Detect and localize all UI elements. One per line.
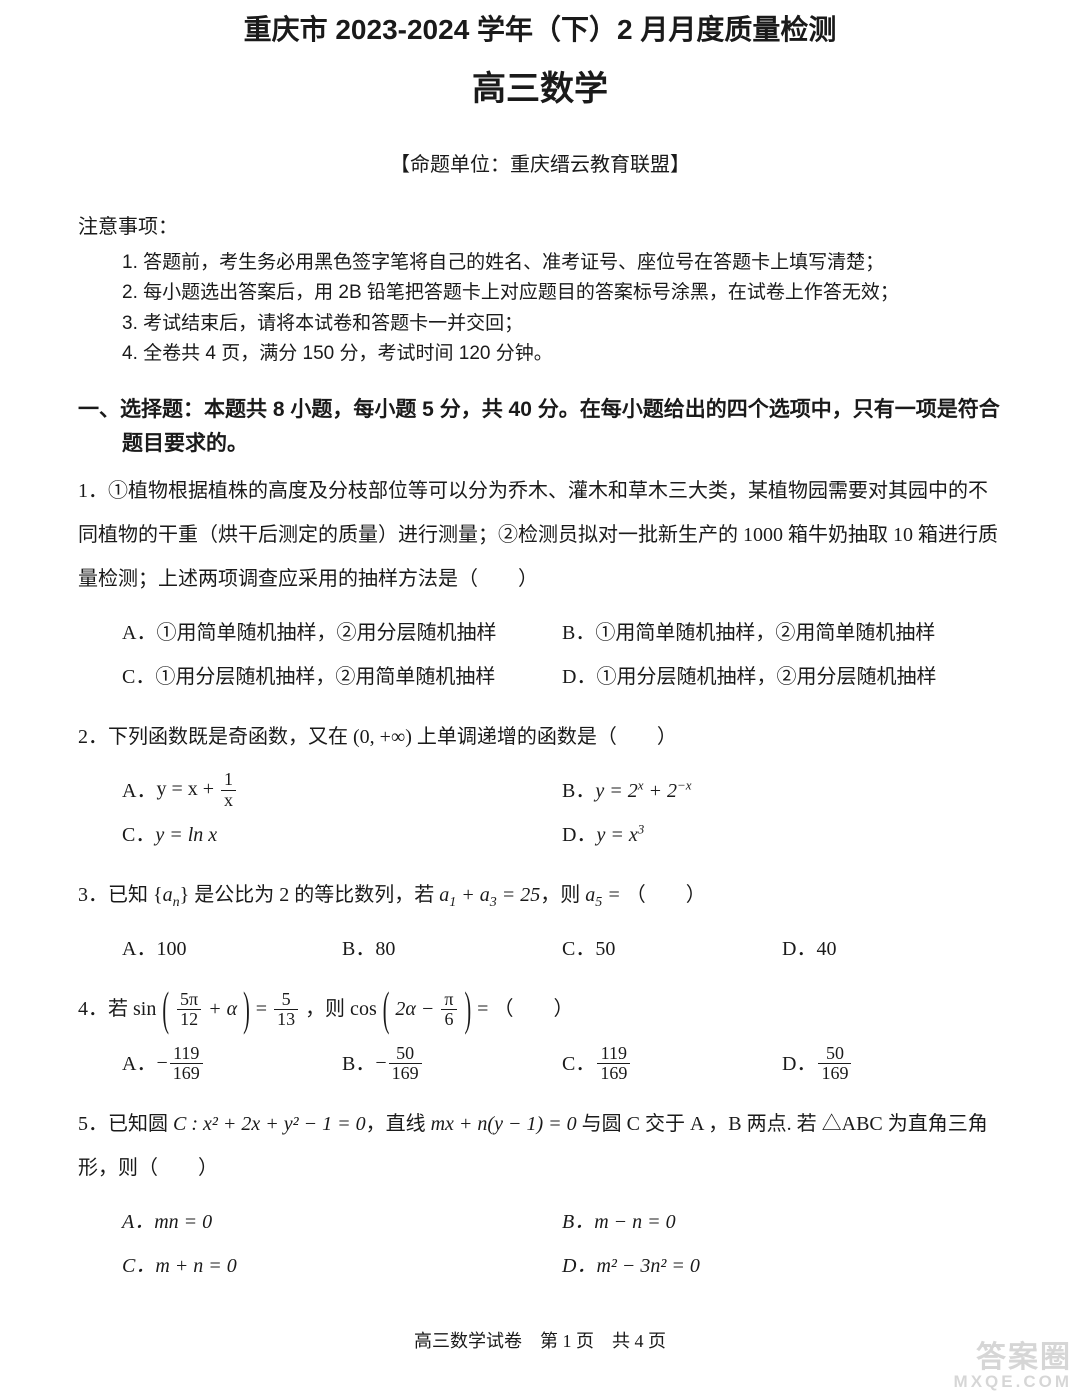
question-4-text: 4．若 sin ( 5π12 + α ) = 513 ，则 cos ( 2α −… — [78, 987, 1002, 1032]
label: B． — [562, 772, 595, 810]
formula: y = 2x + 2−x — [595, 772, 691, 810]
q4-frac2: 513 — [274, 990, 298, 1031]
q3-an: an — [163, 884, 180, 906]
option-b: B．80 — [342, 927, 562, 971]
q4-frac1: 5π12 — [177, 990, 201, 1031]
paren-l: ( — [162, 957, 169, 1063]
q2-pre: 2．下列函数既是奇函数，又在 — [78, 726, 353, 748]
option-d: D．40 — [782, 927, 1002, 971]
paren-r: ) — [243, 957, 250, 1063]
option-d: D．m² − 3n² = 0 — [562, 1244, 1002, 1288]
option-b: B．①用简单随机抽样，②用简单随机抽样 — [562, 611, 1002, 655]
option-a: A．mn = 0 — [122, 1200, 562, 1244]
paren-r: ) — [465, 957, 472, 1063]
option-c: C． y = ln x — [122, 813, 562, 857]
question-4-options: A． −119169 B． −50169 C． 119169 D． 50169 — [78, 1042, 1002, 1086]
q2-post: 上单调递增的函数是（ ） — [412, 726, 677, 748]
q4-post: = （ ） — [477, 998, 573, 1020]
q5-line: mx + n(y − 1) = 0 — [431, 1113, 577, 1135]
q3-mid2: ，则 — [540, 884, 585, 906]
q3-post: （ ） — [626, 884, 706, 906]
q4-mid1: + α — [208, 998, 237, 1020]
option-b: B． −50169 — [342, 1042, 562, 1086]
q4-mid2: ，则 cos — [305, 998, 377, 1020]
label: C． — [122, 816, 155, 854]
question-2-text: 2．下列函数既是奇函数，又在 (0, +∞) 上单调递增的函数是（ ） — [78, 715, 1002, 759]
notice-item: 1. 答题前，考生务必用黑色签字笔将自己的姓名、准考证号、座位号在答题卡上填写清… — [122, 248, 1002, 278]
notice-item: 4. 全卷共 4 页，满分 150 分，考试时间 120 分钟。 — [122, 339, 1002, 369]
q5-mid1: ，直线 — [366, 1113, 431, 1135]
q4-pre: 4．若 sin — [78, 998, 156, 1020]
notice-title: 注意事项： — [78, 208, 1002, 246]
question-1-options: A．①用简单随机抽样，②用分层随机抽样 B．①用简单随机抽样，②用简单随机抽样 … — [78, 611, 1002, 699]
question-2-options: A． y = x + 1x B． y = 2x + 2−x C． y = ln … — [78, 769, 1002, 857]
option-b: B． y = 2x + 2−x — [562, 769, 1002, 813]
formula: 119169 — [595, 1044, 632, 1085]
question-3-options: A．100 B．80 C．50 D．40 — [78, 927, 1002, 971]
q2-interval: (0, +∞) — [353, 726, 412, 748]
option-a: A．①用简单随机抽样，②用分层随机抽样 — [122, 611, 562, 655]
formula: y = x + 1x — [156, 770, 238, 811]
page-footer: 高三数学试卷 第 1 页 共 4 页 — [78, 1324, 1002, 1358]
q5-pre: 5．已知圆 — [78, 1113, 173, 1135]
source-unit: 【命题单位：重庆缙云教育联盟】 — [78, 146, 1002, 184]
formula: y = ln x — [155, 816, 217, 854]
option-a: A． y = x + 1x — [122, 769, 562, 813]
notice-item: 3. 考试结束后，请将本试卷和答题卡一并交回； — [122, 309, 1002, 339]
label: B． — [342, 1045, 375, 1083]
question-5-text: 5．已知圆 C : x² + 2x + y² − 1 = 0，直线 mx + n… — [78, 1102, 1002, 1190]
watermark-line2: MXQE.COM — [954, 1373, 1072, 1390]
exam-header-line1: 重庆市 2023-2024 学年（下）2 月月度质量检测 — [78, 10, 1002, 49]
section-1-title: 一、选择题：本题共 8 小题，每小题 5 分，共 40 分。在每小题给出的四个选… — [122, 393, 1002, 460]
label: D． — [782, 1045, 816, 1083]
label: A． — [122, 772, 156, 810]
formula: y = x3 — [596, 816, 644, 854]
q4-inner: 2α − — [395, 998, 439, 1020]
option-d: D． 50169 — [782, 1042, 1002, 1086]
q3-eq1: a1 + a3 = 25 — [439, 884, 540, 906]
option-d: D．①用分层随机抽样，②用分层随机抽样 — [562, 655, 1002, 699]
formula: 50169 — [816, 1044, 853, 1085]
notice-list: 1. 答题前，考生务必用黑色签字笔将自己的姓名、准考证号、座位号在答题卡上填写清… — [78, 248, 1002, 370]
label: D． — [562, 816, 596, 854]
paren-l: ( — [383, 957, 390, 1063]
option-a: A． −119169 — [122, 1042, 342, 1086]
q4-eq: = — [256, 998, 272, 1020]
option-b: B．m − n = 0 — [562, 1200, 1002, 1244]
question-1-text: 1．①植物根据植株的高度及分枝部位等可以分为乔木、灌木和草木三大类，某植物园需要… — [78, 469, 1002, 601]
notice-item: 2. 每小题选出答案后，用 2B 铅笔把答题卡上对应题目的答案标号涂黑，在试卷上… — [122, 278, 1002, 308]
q3-pre: 3．已知 { — [78, 884, 163, 906]
option-c: C．m + n = 0 — [122, 1244, 562, 1288]
q3-eq2: a5 = — [585, 884, 626, 906]
option-d: D． y = x3 — [562, 813, 1002, 857]
option-c: C． 119169 — [562, 1042, 782, 1086]
option-c: C．50 — [562, 927, 782, 971]
option-a: A．100 — [122, 927, 342, 971]
label: A． — [122, 1045, 156, 1083]
exam-header-line2: 高三数学 — [78, 57, 1002, 122]
q4-frac3: π6 — [441, 990, 456, 1031]
label: C． — [562, 1045, 595, 1083]
q3-mid1: } 是公比为 2 的等比数列，若 — [180, 884, 440, 906]
question-3-text: 3．已知 {an} 是公比为 2 的等比数列，若 a1 + a3 = 25，则 … — [78, 873, 1002, 917]
q5-circle: C : x² + 2x + y² − 1 = 0 — [173, 1113, 366, 1135]
option-c: C．①用分层随机抽样，②用简单随机抽样 — [122, 655, 562, 699]
